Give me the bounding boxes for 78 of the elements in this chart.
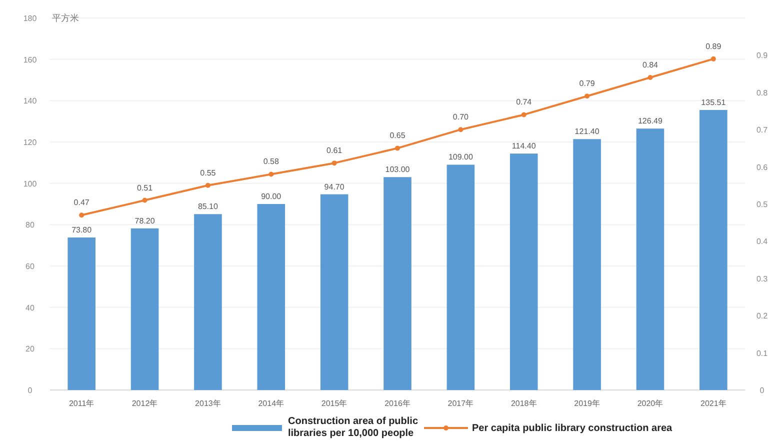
x-tick-label: 2018年 [510,399,537,408]
data-label: 94.70 [324,182,345,192]
y-axis-title: 平方米 [52,13,79,23]
data-label: 78.20 [134,216,156,226]
point [79,212,84,218]
legend-label: Construction area of public libraries per 10,000 people [288,416,418,439]
bar [320,194,348,390]
data-label: 0.89 [706,42,722,51]
bar [700,110,728,390]
y-tick-label: 160 [23,55,38,64]
x-tick-label: 2021年 [700,399,726,408]
point [395,146,400,151]
data-label: 90.00 [261,192,282,201]
y2-tick-label: 0.8 [756,88,768,98]
data-label: 103.00 [385,165,410,174]
data-label: 135.51 [701,98,726,107]
y2-tick-label: 0.6 [756,162,768,172]
point [458,127,464,132]
data-label: 0.74 [516,98,532,107]
data-label: 0.51 [136,183,154,192]
y2-tick-label: 0.5 [756,200,768,209]
bar [446,164,475,390]
data-label: 0.70 [452,112,470,122]
point [268,172,274,177]
y-tick-label: 180 [23,14,38,23]
data-label: 0.65 [390,131,406,140]
data-label: 0.61 [326,146,343,156]
y2-tick-label: 0 [760,386,765,395]
y-tick-label: 20 [26,344,35,354]
data-label: 109.00 [448,152,474,162]
x-tick-label: 2019年 [574,399,600,408]
data-label: 85.10 [198,202,219,212]
point [332,160,337,166]
bar [510,154,538,390]
point [142,198,148,203]
point [584,94,590,99]
y-tick-label: 100 [23,179,38,188]
x-tick-label: 2014年 [258,399,284,408]
bar [257,204,286,390]
x-tick-label: 2012年 [132,399,158,408]
x-tick-label: 2017年 [448,399,474,408]
bar [384,177,412,390]
y-tick-label: 40 [26,303,35,312]
x-tick-label: 2020年 [637,399,664,408]
y-tick-label: 140 [23,96,38,106]
data-label: 0.47 [74,198,90,208]
y2-tick-label: 0.3 [756,274,768,284]
data-label: 0.58 [263,157,280,166]
point [521,112,526,118]
point [710,56,716,62]
data-label: 73.80 [72,225,92,234]
data-label: 0.55 [200,168,216,178]
x-tick-label: 2016年 [384,399,410,408]
data-label: 0.79 [579,79,596,88]
legend-label: Per capita public library construction area [472,423,673,434]
bar [636,128,664,390]
data-label: 121.40 [574,127,600,136]
data-label: 126.49 [638,116,664,126]
y2-tick-label: 0.2 [756,312,768,321]
point [648,75,653,80]
y-tick-label: 120 [23,138,38,147]
y2-tick-label: 0.9 [756,51,768,60]
x-tick-label: 2013年 [195,399,221,408]
data-label: 114.40 [512,142,536,151]
y-tick-label: 60 [26,262,35,271]
data-label: 0.84 [642,60,659,70]
bar [194,214,222,390]
y2-tick-label: 0.1 [756,348,768,358]
y-tick-label: 0 [28,386,33,395]
bar [573,139,601,390]
bar [130,228,159,390]
y2-tick-label: 0.7 [756,126,768,135]
x-tick-label: 2015年 [321,399,348,408]
y-tick-label: 80 [26,220,35,230]
point [205,182,210,188]
y2-tick-label: 0.4 [756,237,768,246]
bar [68,237,96,390]
x-tick-label: 2011年 [68,399,94,408]
